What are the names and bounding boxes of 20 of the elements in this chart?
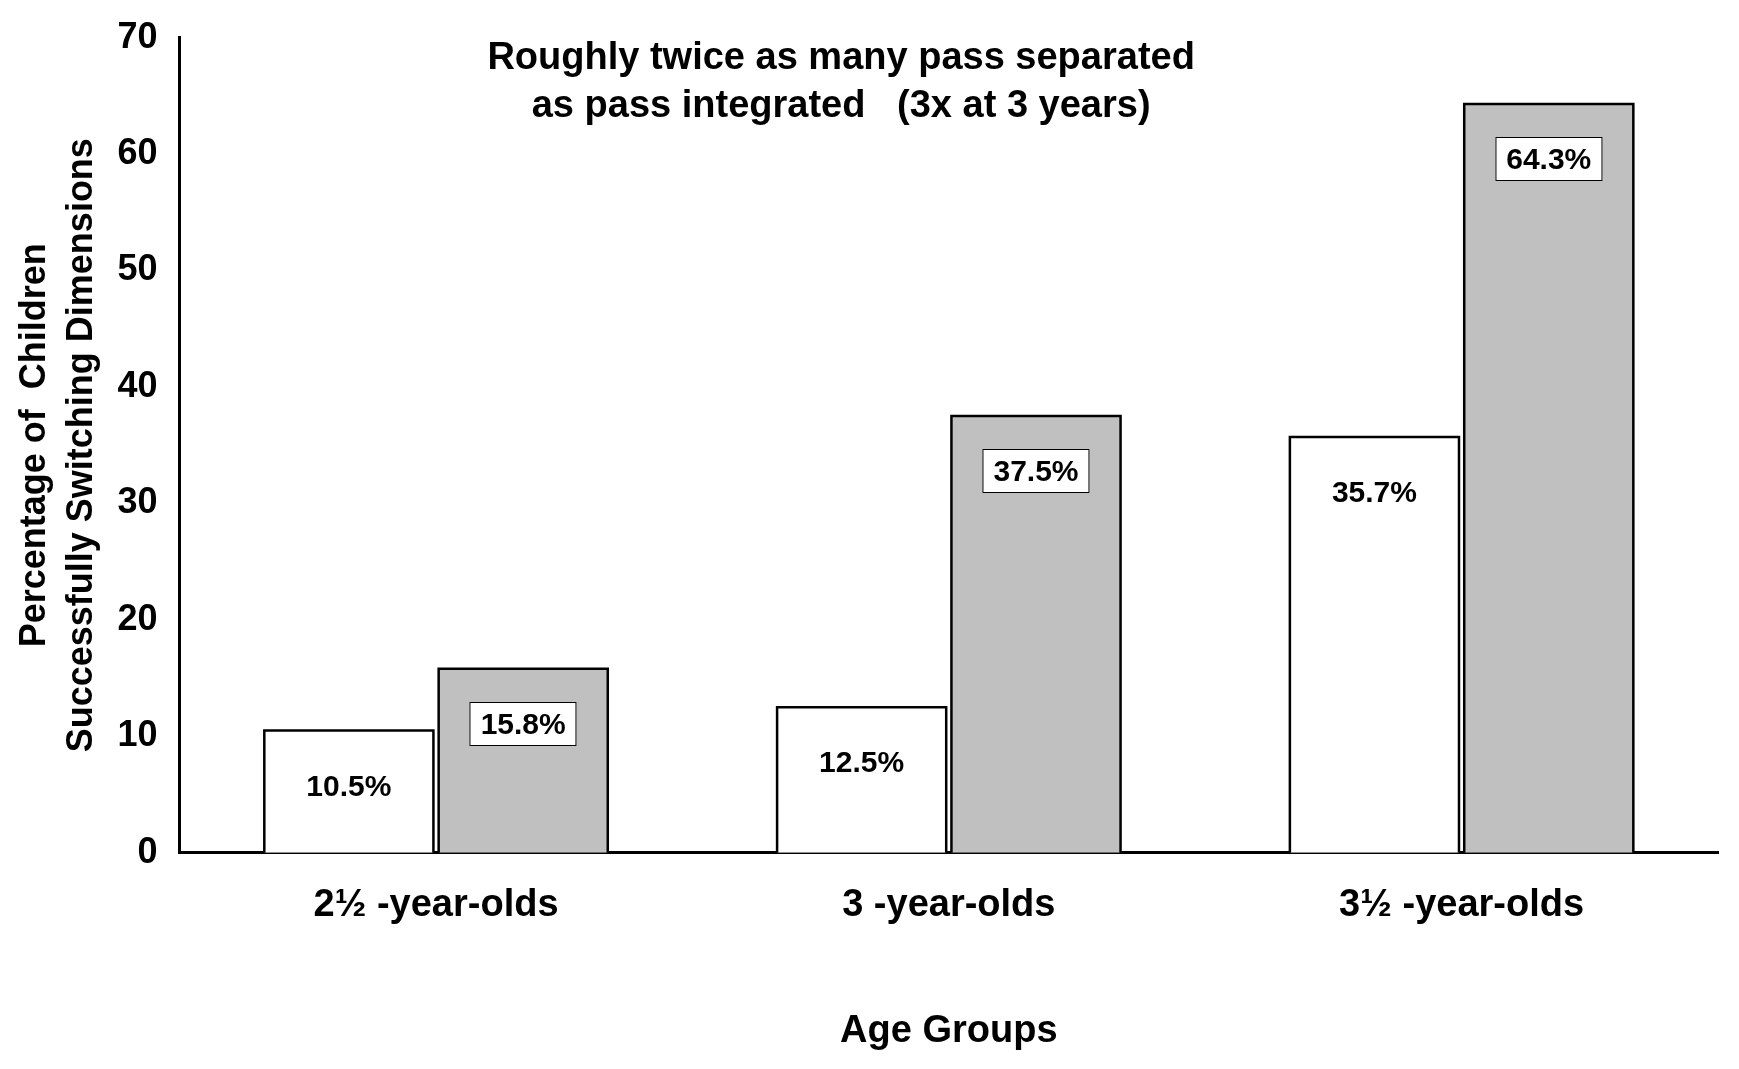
x-tick-label: 3 -year-olds (842, 882, 1056, 925)
data-label: 10.5% (305, 767, 393, 804)
data-label: 12.5% (818, 744, 906, 781)
x-axis-title: Age Groups (840, 1007, 1058, 1050)
y-tick-label: 30 (117, 480, 158, 522)
y-tick-label: 50 (117, 247, 158, 289)
y-tick-label: 40 (117, 363, 158, 405)
y-tick-label: 10 (117, 713, 158, 755)
y-tick-label: 0 (137, 829, 158, 871)
text: Roughly twice as many pass separated as pass integrated (3x at 3 years) (487, 35, 1195, 126)
data-label: 35.7% (1330, 474, 1418, 511)
data-label: 15.8% (469, 701, 577, 746)
data-label: 64.3% (1495, 136, 1603, 181)
y-tick-label: 20 (117, 596, 158, 638)
y-tick-label: 70 (117, 14, 158, 56)
y-tick-label: 60 (117, 130, 158, 172)
data-label: 37.5% (982, 449, 1090, 494)
y-axis-title: Percentage of Children Successfully Switching Dimensions (12, 138, 101, 753)
x-tick-label: 2½ -year-olds (313, 882, 559, 925)
x-tick-label: 3½ -year-olds (1339, 882, 1585, 925)
